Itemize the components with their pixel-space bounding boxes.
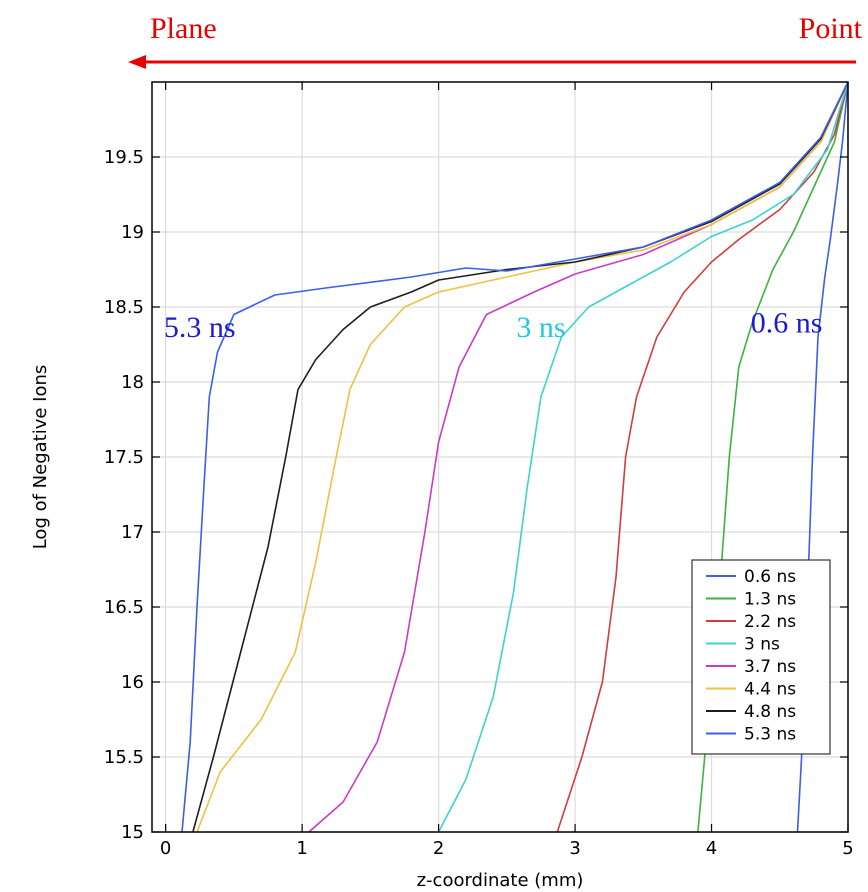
arrow-head xyxy=(128,55,146,69)
series-line-2 xyxy=(556,82,848,832)
x-tick-label: 0 xyxy=(160,838,171,859)
axis-ticks xyxy=(152,82,849,833)
axis-tick-labels: 0 1 2 3 4 5 15 15.5 16 16.5 17 17.5 18 18.5 19 19.5 xyxy=(104,147,854,859)
legend-box xyxy=(691,559,831,755)
legend-entry-3: 3 ns xyxy=(744,635,780,655)
legend-entry-2: 2.2 ns xyxy=(744,612,796,632)
x-tick-label: 3 xyxy=(569,838,580,859)
legend-entry-6: 4.8 ns xyxy=(744,702,796,722)
curve-annotation-2: 0.6 ns xyxy=(751,307,823,340)
x-tick-label: 1 xyxy=(296,838,307,859)
plane-label: Plane xyxy=(150,12,217,45)
y-tick-label: 15 xyxy=(121,822,144,843)
y-tick-label: 19.5 xyxy=(104,147,144,168)
legend-entry-4: 3.7 ns xyxy=(744,657,796,677)
direction-arrow xyxy=(128,55,856,69)
curve-annotation-1: 3 ns xyxy=(516,311,565,344)
y-tick-label: 19 xyxy=(121,222,144,243)
legend-entry-5: 4.4 ns xyxy=(744,680,796,700)
series-line-5 xyxy=(196,82,848,832)
legend-entry-0: 0.6 ns xyxy=(744,567,796,587)
y-tick-label: 17.5 xyxy=(104,447,144,468)
y-tick-label: 17 xyxy=(121,522,144,543)
y-tick-label: 16 xyxy=(121,672,144,693)
x-axis-label: z-coordinate (mm) xyxy=(417,870,584,891)
legend-entry-7: 5.3 ns xyxy=(744,725,796,745)
y-tick-label: 18 xyxy=(121,372,144,393)
y-axis-label: Log of Negative Ions xyxy=(30,365,51,550)
curve-annotation-0: 5.3 ns xyxy=(164,311,236,344)
point-label: Point xyxy=(799,12,863,45)
x-tick-label: 5 xyxy=(842,838,853,859)
y-tick-label: 18.5 xyxy=(104,297,144,318)
legend-entry-1: 1.3 ns xyxy=(744,590,796,610)
series-line-6 xyxy=(192,82,848,832)
x-tick-label: 4 xyxy=(706,838,717,859)
y-tick-label: 16.5 xyxy=(104,597,144,618)
x-tick-label: 2 xyxy=(433,838,444,859)
curve-annotations: 5.3 ns 3 ns 0.6 ns xyxy=(164,307,823,345)
series-line-7 xyxy=(181,82,848,832)
y-tick-label: 15.5 xyxy=(104,747,144,768)
series-line-3 xyxy=(437,82,848,832)
legend: 0.6 ns 1.3 ns2.2 ns 3 ns3.7 ns 4.4 ns4.8 ns… xyxy=(691,559,831,755)
